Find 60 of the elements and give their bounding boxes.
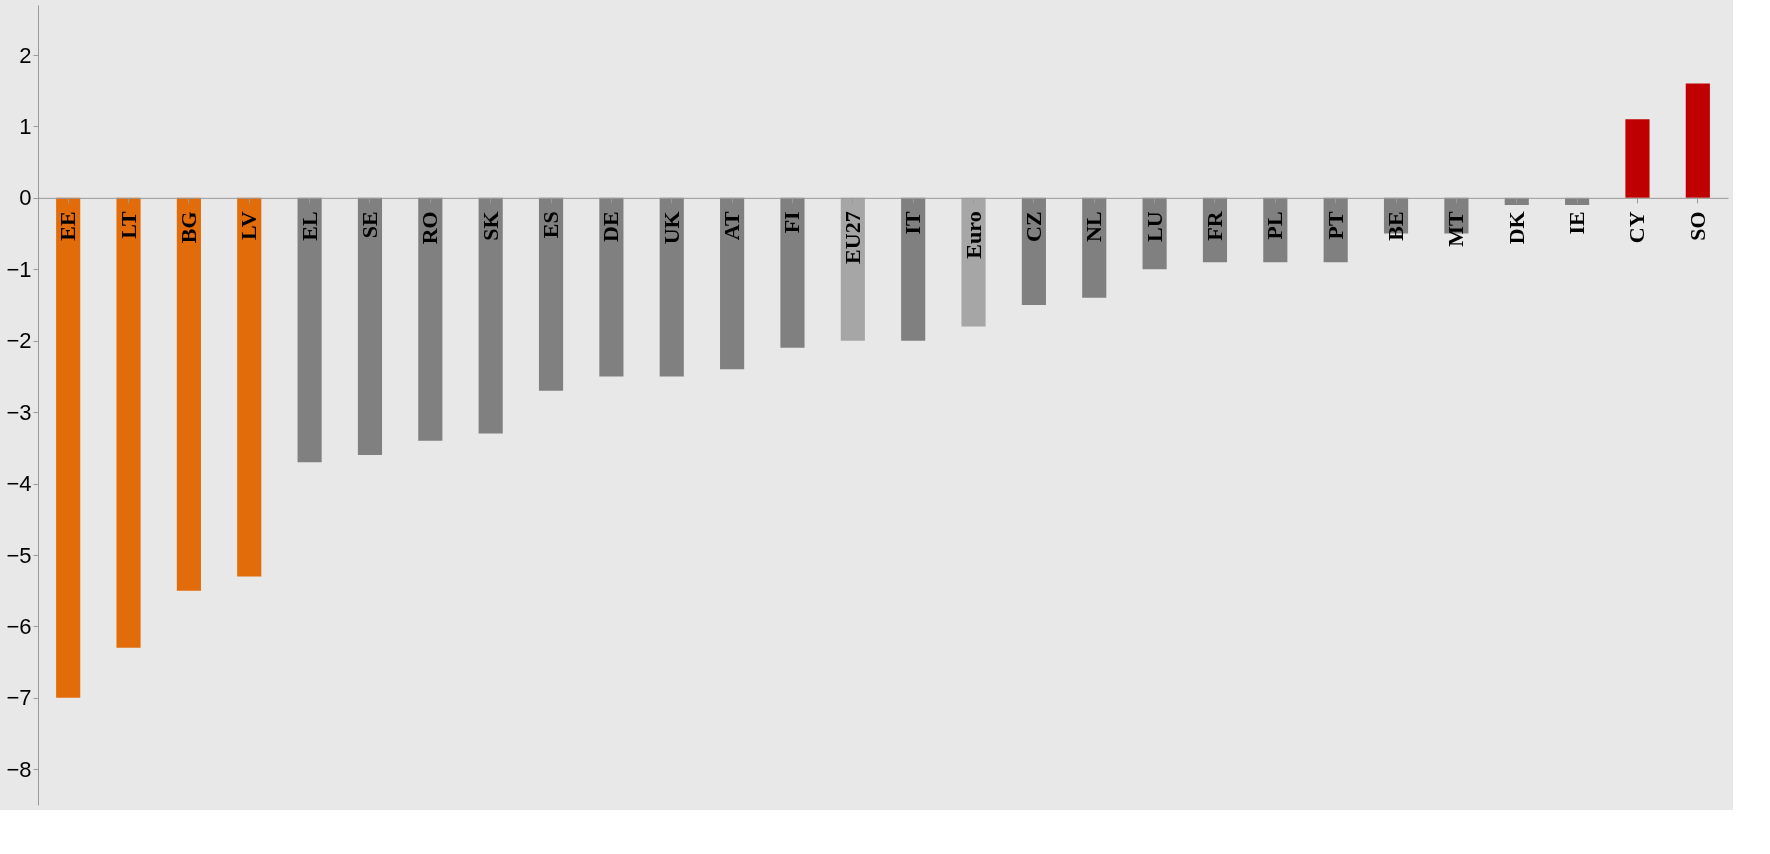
bar [357, 197, 383, 455]
x-tick-label: PL [1262, 211, 1288, 240]
x-tick-label: CZ [1020, 211, 1046, 242]
bar [1685, 83, 1710, 198]
x-tick-label: FR [1201, 210, 1227, 241]
bar [1625, 119, 1650, 198]
bar [56, 197, 81, 698]
bar [297, 197, 322, 463]
y-tick-label: −5 [6, 542, 32, 568]
x-tick-label: DK [1503, 211, 1529, 245]
bar [1142, 197, 1167, 270]
x-tick-label: LU [1141, 211, 1167, 242]
x-tick-label: LT [115, 211, 141, 239]
y-tick-label: 1 [19, 113, 32, 139]
x-tick-label: NL [1081, 211, 1107, 242]
y-tick-label: −3 [6, 399, 32, 425]
y-tick-label: −2 [6, 328, 32, 354]
x-tick-label: DE [598, 211, 624, 242]
y-tick-label: 0 [19, 185, 32, 211]
x-tick-label: BE [1383, 211, 1409, 241]
bar [418, 197, 443, 441]
x-tick-label: SO [1684, 211, 1710, 241]
y-tick-label: −7 [6, 685, 32, 711]
bar [780, 197, 805, 348]
x-tick-label: MT [1443, 211, 1469, 247]
y-tick-label: 2 [19, 42, 32, 68]
x-tick-label: UK [658, 211, 684, 245]
bar [901, 197, 926, 341]
bar [1021, 197, 1046, 305]
x-tick-label: AT [719, 211, 745, 241]
bar [659, 197, 684, 377]
bar [116, 197, 141, 648]
x-tick-label: EU27 [839, 211, 865, 264]
bar [1082, 197, 1107, 298]
x-tick-label: SK [477, 211, 503, 241]
x-tick-label: ES [538, 211, 564, 239]
x-tick-label: IT [900, 211, 926, 235]
x-tick-label: CY [1624, 211, 1650, 244]
x-tick-label: LV [236, 211, 262, 240]
bar [538, 197, 564, 391]
x-tick-label: SE [356, 211, 382, 239]
x-tick-label: FI [779, 211, 805, 234]
bar [961, 197, 986, 327]
y-tick-label: −1 [6, 256, 32, 282]
bar [599, 197, 624, 377]
y-tick-label: −6 [6, 613, 32, 639]
bar [840, 197, 865, 341]
x-tick-label: EL [296, 211, 322, 241]
x-tick-label: RO [417, 211, 443, 245]
bar [176, 197, 201, 591]
bar [237, 197, 262, 577]
x-tick-label: IE [1564, 211, 1590, 235]
y-tick-label: −8 [6, 756, 32, 782]
x-tick-label: EE [55, 211, 81, 241]
x-tick-label: Euro [960, 211, 986, 259]
bar [478, 197, 503, 434]
y-tick-label: −4 [6, 471, 32, 497]
x-tick-label: PT [1322, 211, 1348, 240]
bar [720, 197, 745, 370]
x-tick-label: BG [175, 211, 201, 244]
